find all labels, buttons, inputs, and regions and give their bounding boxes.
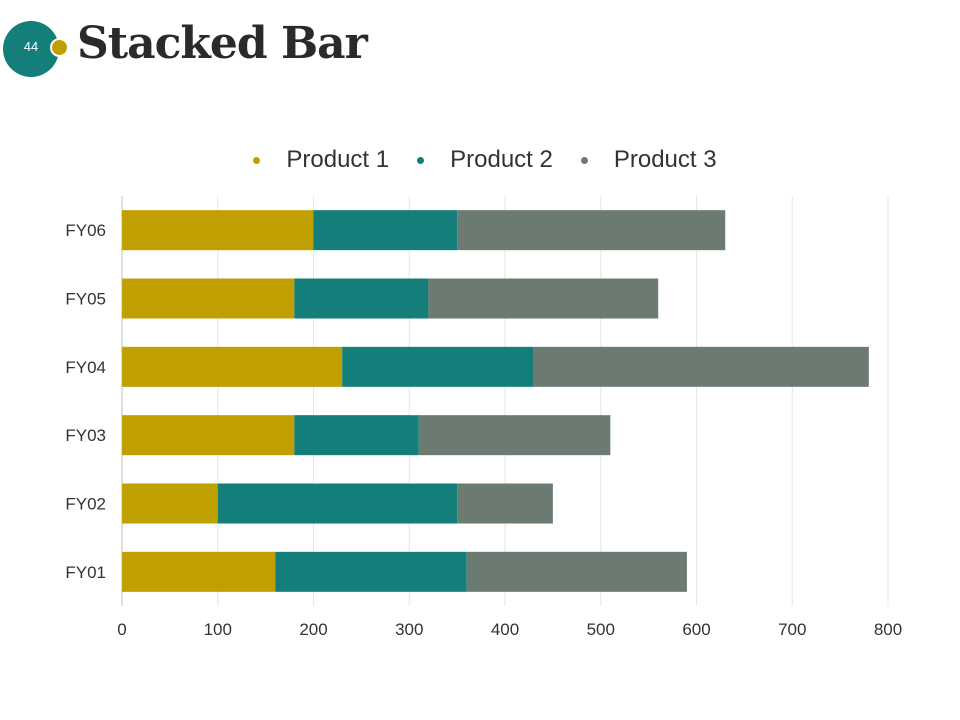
accent-dot: [50, 38, 69, 57]
legend-swatch-product-3: [580, 156, 588, 164]
bar-fy01-product-2: [275, 551, 467, 592]
legend-item-product-3[interactable]: Product 3: [580, 146, 717, 174]
legend-label-product-2: Product 2: [450, 146, 553, 173]
y-tick-label-fy03: FY03: [65, 426, 106, 445]
x-tick-label-200: 200: [299, 620, 327, 639]
bar-fy02-product-2: [217, 483, 458, 524]
y-tick-label-fy02: FY02: [65, 495, 106, 514]
x-tick-label-400: 400: [491, 620, 519, 639]
bar-fy03-product-2: [294, 415, 419, 456]
x-tick-label-600: 600: [682, 620, 710, 639]
legend-label-product-1: Product 1: [286, 146, 390, 173]
bar-fy04-product-1: [122, 346, 343, 387]
y-tick-label-fy05: FY05: [65, 290, 106, 309]
x-tick-label-0: 0: [117, 620, 126, 639]
bar-fy05-product-2: [294, 278, 429, 319]
page-title: Stacked Bar: [77, 18, 368, 69]
bar-fy03-product-1: [122, 415, 295, 456]
x-tick-label-800: 800: [874, 620, 902, 639]
bar-fy03-product-3: [418, 415, 611, 456]
x-tick-label-700: 700: [778, 620, 806, 639]
bar-fy06-product-2: [313, 210, 458, 251]
chart-legend: Product 1 Product 2 Product 3: [0, 146, 960, 174]
legend-item-product-2[interactable]: Product 2: [417, 146, 553, 174]
x-tick-label-500: 500: [587, 620, 615, 639]
slide-number-badge: 44: [3, 21, 59, 77]
slide-number: 44: [23, 38, 39, 54]
x-tick-label-300: 300: [395, 620, 423, 639]
bar-fy05-product-3: [428, 278, 659, 319]
bar-fy06-product-1: [122, 210, 314, 251]
y-tick-label-fy01: FY01: [65, 563, 106, 582]
bar-fy05-product-1: [122, 278, 295, 319]
bar-fy02-product-1: [122, 483, 218, 524]
bar-fy04-product-2: [342, 346, 534, 387]
y-tick-label-fy06: FY06: [65, 221, 106, 240]
legend-swatch-product-1: [253, 156, 261, 164]
legend-item-product-1[interactable]: Product 1: [253, 146, 389, 174]
bar-fy01-product-1: [122, 551, 276, 592]
bar-fy06-product-3: [457, 210, 726, 251]
legend-label-product-3: Product 3: [613, 146, 717, 173]
legend-swatch-product-2: [417, 156, 425, 164]
bar-fy04-product-3: [533, 346, 869, 387]
x-tick-label-100: 100: [204, 620, 232, 639]
bar-fy01-product-3: [466, 551, 687, 592]
bar-fy02-product-3: [457, 483, 553, 524]
y-tick-label-fy04: FY04: [65, 358, 106, 377]
